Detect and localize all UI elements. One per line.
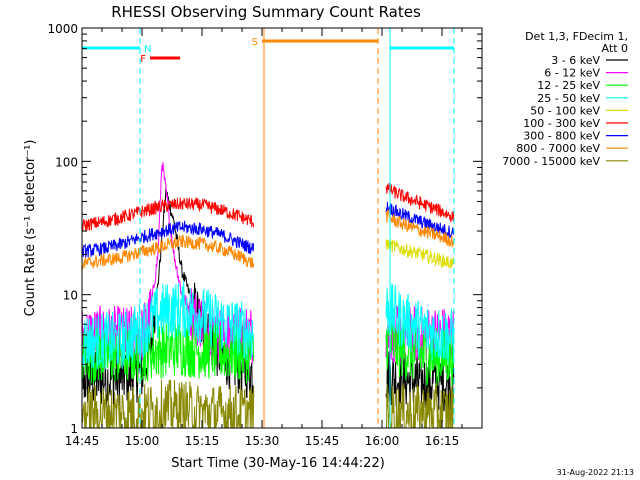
x-tick-label: 15:00 xyxy=(125,434,160,448)
flag-label-n: N xyxy=(144,44,151,55)
series-100-300-kev-kev xyxy=(82,182,455,231)
series-line-segment xyxy=(82,197,255,231)
series-7000-15000-kev-kev xyxy=(82,379,455,428)
y-tick-label: 1000 xyxy=(47,22,78,36)
chart-title: RHESSI Observing Summary Count Rates xyxy=(111,3,421,21)
legend-entry-label: 7000 - 15000 keV xyxy=(502,155,600,168)
series-line-segment xyxy=(385,208,455,248)
series-line-segment xyxy=(385,283,455,364)
x-tick-label: 16:15 xyxy=(425,434,460,448)
plot-area: NFS 14:45 15:00 15:15 15:30 15:45 16:00 16:151… xyxy=(47,22,483,448)
data-layer: NF S xyxy=(82,28,455,428)
series-300-800-kev-kev xyxy=(82,201,455,258)
series-line-segment xyxy=(82,379,255,428)
x-axis-label: Start Time (30-May-16 14:44:22) xyxy=(171,456,385,471)
flag-label-f: F xyxy=(140,54,146,65)
x-tick-label: 16:00 xyxy=(365,434,400,448)
legend-header-line-2: Att 0 xyxy=(602,42,628,55)
series-line-segment xyxy=(385,201,455,239)
series-25-50-kev-kev xyxy=(82,281,455,370)
flag-label-s: S xyxy=(252,37,258,48)
legend-entry-label: 3 - 6 keV xyxy=(551,54,600,67)
ticks-layer: 14:45 15:00 15:15 15:30 15:45 16:00 16:15 1 10 10… xyxy=(47,22,483,448)
x-tick-label: 14:45 xyxy=(65,434,100,448)
legend-entry-label: 100 - 300 keV xyxy=(523,117,600,130)
x-tick-label: 15:30 xyxy=(245,434,280,448)
series-line-segment xyxy=(82,321,255,385)
series-800-7000-kev-kev xyxy=(82,208,455,271)
x-tick-label: 15:15 xyxy=(185,434,220,448)
series-line-segment xyxy=(386,383,455,428)
series-line-segment xyxy=(385,319,455,387)
legend-entry-label: 300 - 800 keV xyxy=(523,130,600,143)
legend-entry-label: 800 - 7000 keV xyxy=(516,142,600,155)
y-tick-label: 10 xyxy=(63,289,78,303)
series-line-segment xyxy=(385,351,455,412)
legend-entry-label: 12 - 25 keV xyxy=(537,79,600,92)
series-line-segment xyxy=(82,234,255,271)
timestamp: 31-Aug-2022 21:13 xyxy=(557,468,634,477)
series-50-100-kev-kev xyxy=(385,239,455,269)
y-axis-label: Count Rate (s⁻¹ detector⁻¹) xyxy=(23,140,38,317)
series-line-segment xyxy=(82,220,255,258)
legend-header-line-1: Det 1,3, FDecim 1, xyxy=(525,30,628,43)
series-line-segment xyxy=(385,239,455,269)
series-12-25-kev-kev xyxy=(82,319,455,387)
series-line-segment xyxy=(385,182,455,223)
legend-entry-label: 50 - 100 keV xyxy=(530,104,600,117)
y-tick-label: 1 xyxy=(70,422,78,436)
y-tick-label: 100 xyxy=(55,155,78,169)
x-tick-label: 15:45 xyxy=(305,434,340,448)
series-line-segment xyxy=(82,281,255,370)
legend-entry-label: 6 - 12 keV xyxy=(544,67,600,80)
legend-entry-label: 25 - 50 keV xyxy=(537,92,600,105)
